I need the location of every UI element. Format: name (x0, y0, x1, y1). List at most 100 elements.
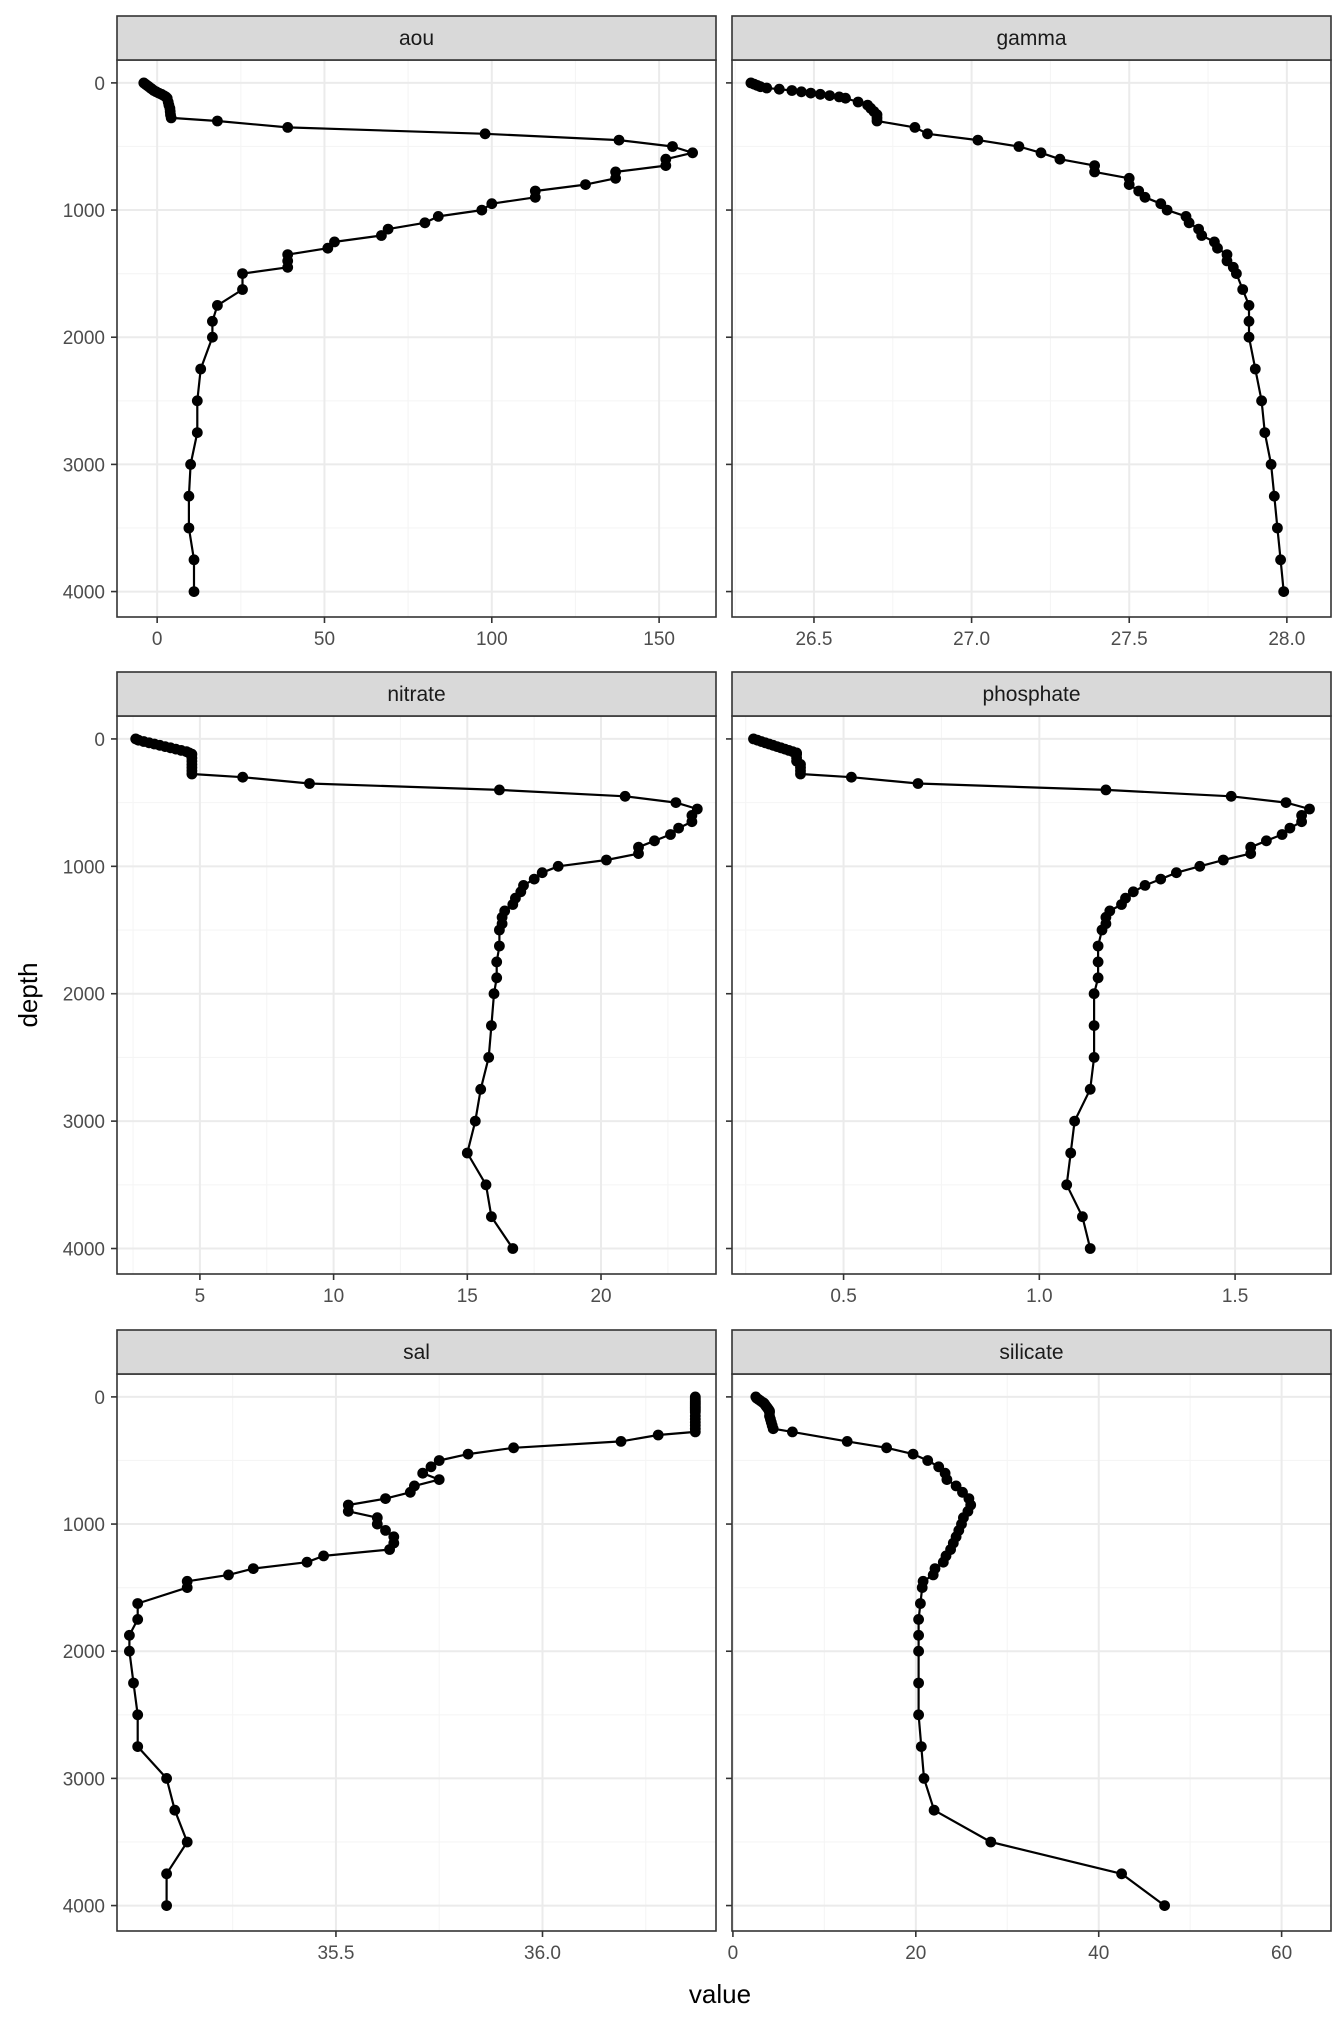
data-point-gamma (1123, 179, 1135, 191)
data-point-phosphate (1127, 886, 1139, 898)
data-point-gamma (1272, 522, 1283, 534)
data-point-sal (181, 1582, 193, 1593)
data-point-sal (161, 1868, 173, 1880)
data-point-aou (207, 315, 218, 327)
data-point-nitrate (486, 1211, 497, 1223)
data-point-aou (207, 331, 218, 343)
data-point-phosphate (1296, 816, 1307, 828)
data-point-aou (195, 363, 207, 375)
y-tick-label: 4000 (63, 583, 105, 604)
facet-strip-label: sal (403, 1341, 430, 1364)
data-point-silicate (907, 1448, 919, 1460)
facet-strip-label: nitrate (387, 683, 445, 706)
data-point-gamma (786, 85, 798, 96)
data-point-gamma (852, 96, 864, 108)
x-tick-label: 20 (905, 1943, 926, 1964)
data-point-gamma (1243, 331, 1255, 343)
data-point-phosphate (1261, 835, 1272, 847)
data-point-nitrate (480, 1179, 492, 1191)
data-point-sal (689, 1426, 701, 1438)
facet-gamma: gamma 26.5 27.0 27.5 28.0 (726, 15, 1332, 650)
data-point-aou (282, 261, 294, 273)
y-tick-label: 2000 (63, 328, 105, 349)
data-point-nitrate (491, 972, 503, 984)
data-point-silicate (913, 1629, 924, 1641)
x-tick-label: 0 (728, 1943, 739, 1964)
panel-background (117, 716, 716, 1274)
data-point-phosphate (912, 778, 924, 789)
data-point-aou (419, 217, 431, 229)
x-tick-label: 0 (152, 629, 163, 650)
data-point-silicate (941, 1474, 953, 1485)
data-point-silicate (922, 1455, 934, 1466)
data-point-aou (660, 160, 672, 172)
data-point-sal (371, 1518, 383, 1530)
data-point-nitrate (488, 988, 500, 1000)
data-point-phosphate (1217, 854, 1229, 866)
data-point-phosphate (1088, 988, 1100, 1000)
y-tick-label: 2000 (63, 1642, 105, 1663)
x-tick-label: 100 (476, 629, 508, 650)
data-point-nitrate (461, 1147, 473, 1159)
data-point-aou (479, 128, 491, 140)
data-point-phosphate (1100, 784, 1112, 796)
data-point-gamma (1231, 268, 1242, 279)
data-point-nitrate (469, 1115, 481, 1127)
data-point-aou (183, 490, 195, 502)
data-point-phosphate (1280, 797, 1292, 808)
data-point-sal (433, 1474, 445, 1485)
data-point-aou (212, 300, 223, 311)
data-point-phosphate (1069, 1115, 1080, 1127)
data-point-silicate (913, 1645, 924, 1657)
data-point-silicate (916, 1582, 928, 1593)
data-point-phosphate (1092, 972, 1104, 984)
data-point-phosphate (1088, 1020, 1100, 1031)
data-point-aou (237, 268, 248, 279)
y-tick-label: 3000 (63, 1769, 105, 1790)
data-point-sal (425, 1461, 437, 1473)
data-point-aou (613, 134, 625, 146)
data-point-sal (132, 1598, 144, 1609)
data-point-gamma (1278, 586, 1290, 597)
data-point-phosphate (795, 768, 806, 780)
data-point-sal (342, 1505, 354, 1517)
data-point-gamma (1139, 191, 1151, 203)
data-point-nitrate (670, 797, 682, 808)
y-tick-label: 4000 (63, 1240, 105, 1261)
data-point-gamma (761, 82, 773, 94)
data-point-gamma (773, 83, 785, 95)
data-point-sal (380, 1525, 391, 1536)
data-point-gamma (871, 115, 883, 127)
data-point-aou (610, 172, 621, 184)
data-point-nitrate (494, 940, 505, 952)
data-point-gamma (1237, 284, 1249, 295)
data-point-sal (508, 1442, 519, 1454)
data-point-aou (282, 122, 294, 133)
x-tick-label: 1.0 (1026, 1286, 1052, 1307)
data-point-sal (301, 1556, 313, 1568)
data-point-nitrate (686, 816, 698, 828)
data-point-phosphate (1088, 1052, 1100, 1063)
x-tick-label: 26.5 (795, 629, 832, 650)
data-point-gamma (805, 87, 817, 99)
facet-strip-label: aou (399, 27, 434, 50)
data-point-aou (580, 179, 591, 191)
data-point-aou (185, 459, 197, 470)
data-point-aou (183, 522, 195, 534)
data-point-nitrate (507, 1243, 519, 1254)
data-point-gamma (1268, 490, 1280, 502)
facet-strip-label: phosphate (982, 683, 1080, 706)
facet-sal: sal 35.5 36.0 0 1000 2000 3000 4000 (63, 1329, 717, 1964)
data-point-phosphate (1276, 829, 1288, 840)
data-point-nitrate (528, 873, 540, 885)
data-point-aou (376, 230, 387, 241)
data-point-sal (223, 1569, 234, 1581)
data-point-silicate (787, 1426, 798, 1438)
data-point-aou (486, 198, 498, 210)
data-point-gamma (796, 86, 807, 98)
data-point-gamma (1196, 230, 1208, 241)
data-point-sal (181, 1836, 193, 1848)
data-point-nitrate (536, 867, 548, 879)
data-point-sal (132, 1741, 144, 1752)
y-tick-label: 1000 (63, 1515, 105, 1536)
